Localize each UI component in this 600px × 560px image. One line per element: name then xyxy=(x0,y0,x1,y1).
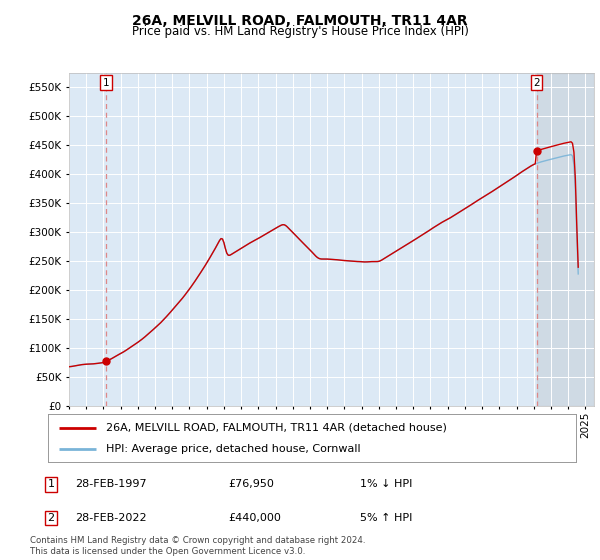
Text: 2: 2 xyxy=(47,513,55,523)
Text: 28-FEB-2022: 28-FEB-2022 xyxy=(75,513,146,523)
Bar xyxy=(536,73,594,406)
Text: 1% ↓ HPI: 1% ↓ HPI xyxy=(360,479,412,489)
Text: 5% ↑ HPI: 5% ↑ HPI xyxy=(360,513,412,523)
Text: Price paid vs. HM Land Registry's House Price Index (HPI): Price paid vs. HM Land Registry's House … xyxy=(131,25,469,38)
Text: 1: 1 xyxy=(103,78,109,88)
Text: £440,000: £440,000 xyxy=(228,513,281,523)
Text: 2: 2 xyxy=(533,78,540,88)
Text: 28-FEB-1997: 28-FEB-1997 xyxy=(75,479,146,489)
Text: 26A, MELVILL ROAD, FALMOUTH, TR11 4AR (detached house): 26A, MELVILL ROAD, FALMOUTH, TR11 4AR (d… xyxy=(106,423,447,433)
Text: HPI: Average price, detached house, Cornwall: HPI: Average price, detached house, Corn… xyxy=(106,444,361,454)
Text: Contains HM Land Registry data © Crown copyright and database right 2024.
This d: Contains HM Land Registry data © Crown c… xyxy=(30,536,365,556)
Text: £76,950: £76,950 xyxy=(228,479,274,489)
Text: 1: 1 xyxy=(47,479,55,489)
Text: 26A, MELVILL ROAD, FALMOUTH, TR11 4AR: 26A, MELVILL ROAD, FALMOUTH, TR11 4AR xyxy=(132,14,468,28)
